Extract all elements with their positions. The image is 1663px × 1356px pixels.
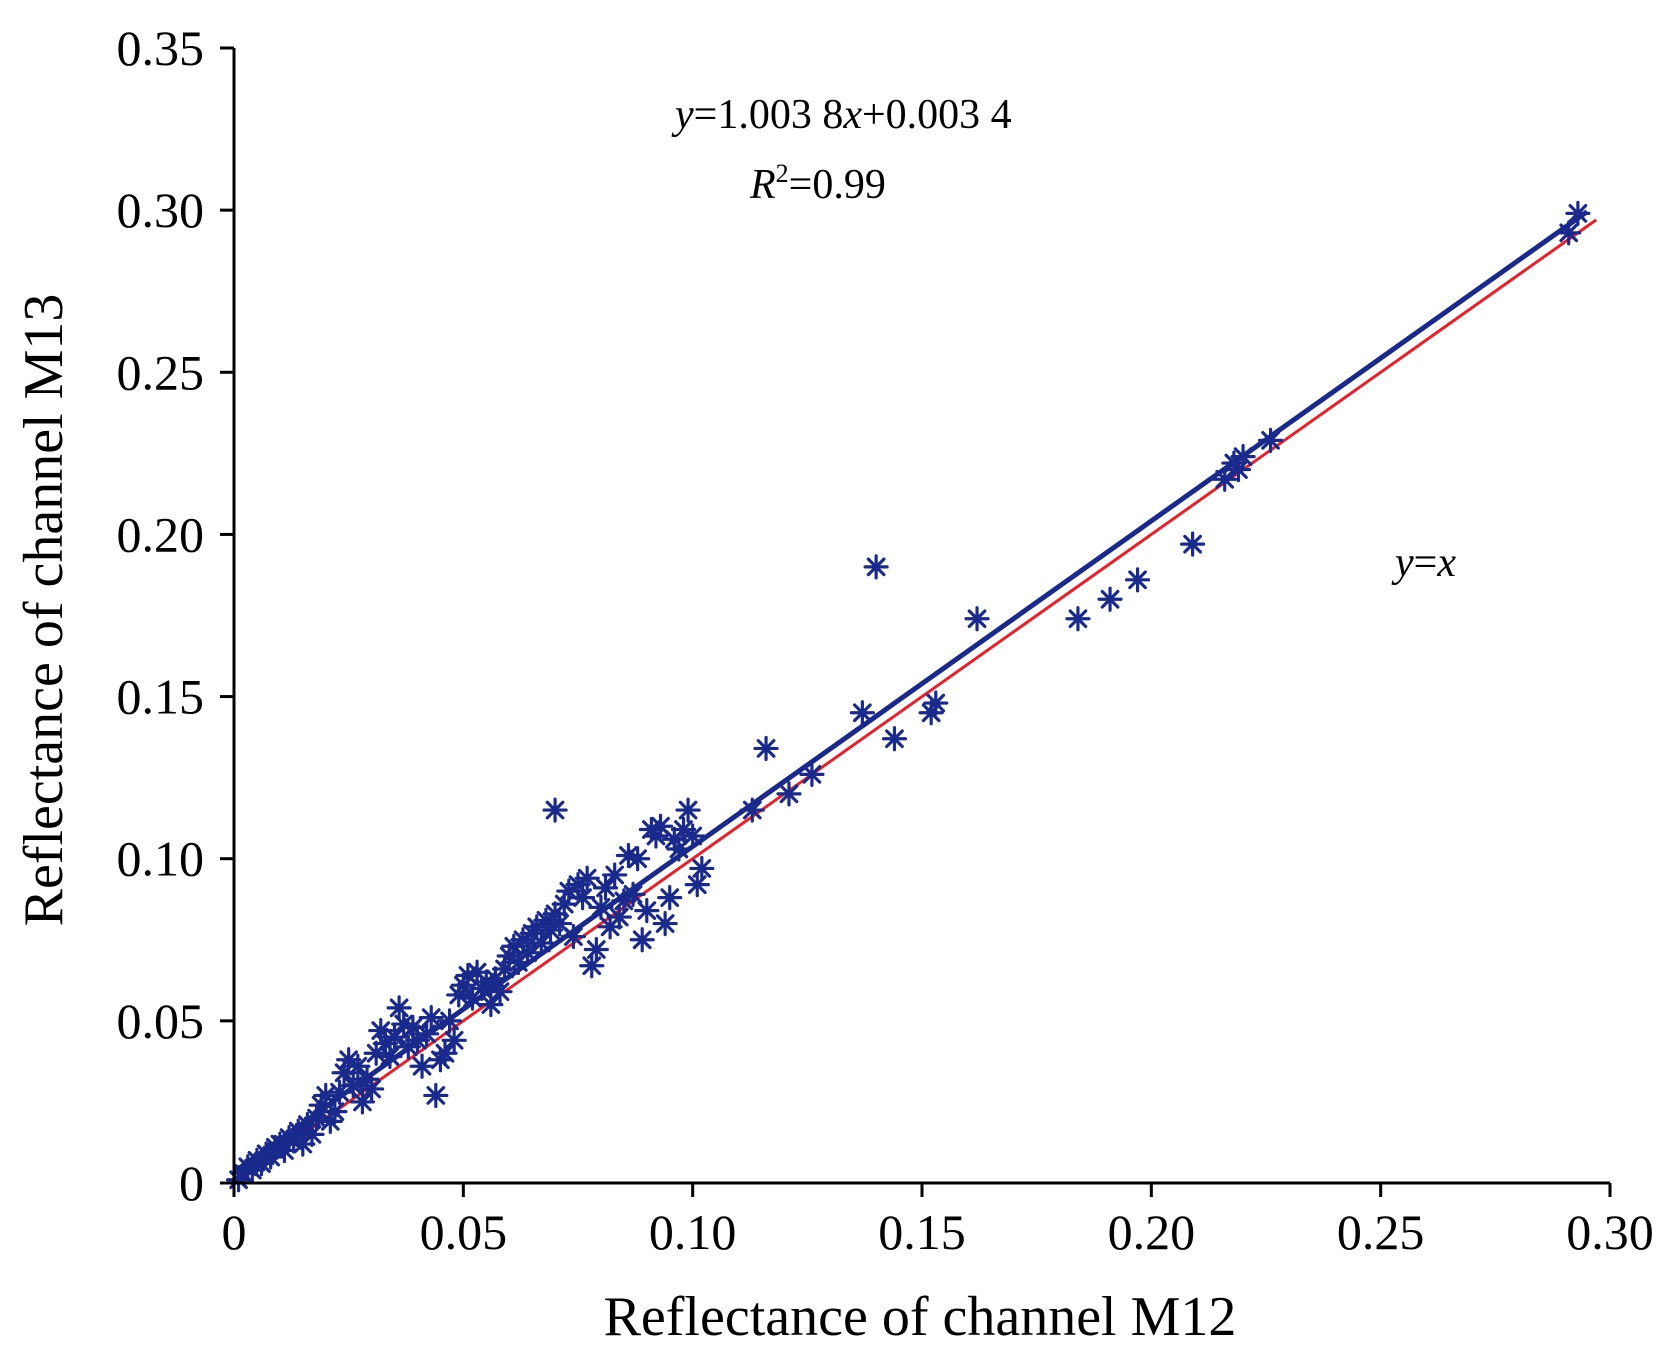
scatter-point xyxy=(849,700,875,726)
scatter-point xyxy=(1065,606,1091,632)
x-tick-label: 0.20 xyxy=(1108,1204,1196,1260)
x-tick-label: 0.25 xyxy=(1337,1204,1425,1260)
y-tick-label: 0.15 xyxy=(117,669,205,725)
scatter-point xyxy=(675,797,701,823)
scatter-point xyxy=(1124,567,1151,593)
equation-x-var: x xyxy=(842,92,862,138)
scatter-point xyxy=(652,910,678,937)
r-squared-symbol: R xyxy=(749,162,776,208)
x-axis-title: Reflectance of channel M12 xyxy=(604,1286,1237,1348)
y-axis-ticks: 0 0.05 0.10 0.15 0.20 0.25 0.30 0.35 xyxy=(117,20,234,1211)
scatter-point xyxy=(1097,586,1123,612)
scatter-point xyxy=(345,1053,371,1079)
x-tick-label: 0.30 xyxy=(1566,1204,1654,1260)
identity-line-label: y=x xyxy=(1391,540,1456,586)
regression-line xyxy=(232,209,1589,1175)
scatter-point xyxy=(629,927,655,953)
scatter-point xyxy=(1180,531,1206,557)
identity-equals: = xyxy=(1414,540,1438,586)
r-squared-label: R2=0.99 xyxy=(749,159,886,208)
y-tick-label: 0.25 xyxy=(117,344,205,400)
scatter-point xyxy=(964,606,990,632)
scatter-point xyxy=(418,1005,444,1031)
scatter-point xyxy=(381,1024,408,1050)
x-tick-label: 0 xyxy=(222,1204,247,1260)
scatter-point xyxy=(423,1082,449,1109)
scatter-point xyxy=(514,940,541,966)
scatter-point xyxy=(359,1076,385,1102)
scatter-point xyxy=(923,690,949,716)
scatter-point xyxy=(776,781,802,807)
scatter-point xyxy=(322,1099,348,1125)
scatter-point xyxy=(542,797,568,823)
identity-y-var: y xyxy=(1391,540,1414,586)
scatter-point xyxy=(574,865,600,891)
equation-intercept: +0.003 4 xyxy=(862,92,1012,138)
equation-slope: =1.003 8 xyxy=(694,92,844,138)
y-tick-label: 0.20 xyxy=(117,506,205,562)
x-axis-ticks: 0 0.05 0.10 0.15 0.20 0.25 0.30 xyxy=(222,1183,1654,1260)
scatter-point xyxy=(432,1040,458,1066)
scatter-point xyxy=(606,904,632,930)
x-tick-label: 0.15 xyxy=(878,1204,966,1260)
scatter-point xyxy=(579,953,605,979)
identity-x-var: x xyxy=(1436,540,1456,586)
y-tick-label: 0.30 xyxy=(117,182,205,238)
y-tick-label: 0.05 xyxy=(117,993,205,1049)
scatter-point xyxy=(881,726,908,752)
x-tick-label: 0.05 xyxy=(420,1204,508,1260)
scatter-point xyxy=(583,936,609,963)
scatter-point xyxy=(634,897,660,924)
scatter-point xyxy=(689,855,715,882)
scatter-point xyxy=(799,761,825,788)
identity-line-layer xyxy=(233,218,1598,1185)
identity-line xyxy=(233,218,1598,1185)
scatter-point xyxy=(647,813,674,839)
scatter-point xyxy=(349,1089,376,1115)
scatter-point xyxy=(657,885,683,911)
scatter-point xyxy=(409,1053,435,1079)
r-squared-value: =0.99 xyxy=(789,162,886,208)
scatter-point xyxy=(602,862,628,888)
fit-line-layer xyxy=(232,209,1589,1175)
regression-equation: y=1.003 8x+0.003 4 xyxy=(671,92,1012,138)
scatter-point xyxy=(592,875,619,901)
y-tick-label: 0 xyxy=(179,1155,204,1211)
scatter-point xyxy=(386,995,412,1021)
scatter-point xyxy=(299,1121,325,1147)
r-squared-superscript: 2 xyxy=(776,159,789,188)
scatter-point xyxy=(441,1027,467,1053)
scatter-point xyxy=(863,554,889,580)
y-tick-label: 0.10 xyxy=(117,831,205,887)
y-tick-label: 0.35 xyxy=(117,20,205,76)
equation-y-var: y xyxy=(671,92,694,138)
y-axis-title: Reflectance of channel M13 xyxy=(13,294,75,927)
x-tick-label: 0.10 xyxy=(649,1204,737,1260)
scatter-point xyxy=(684,872,710,898)
scatter-point xyxy=(753,735,779,762)
scatter-point xyxy=(625,846,651,872)
scatter-points xyxy=(225,200,1591,1193)
scatter-point xyxy=(478,992,504,1018)
scatter-point xyxy=(569,885,596,911)
